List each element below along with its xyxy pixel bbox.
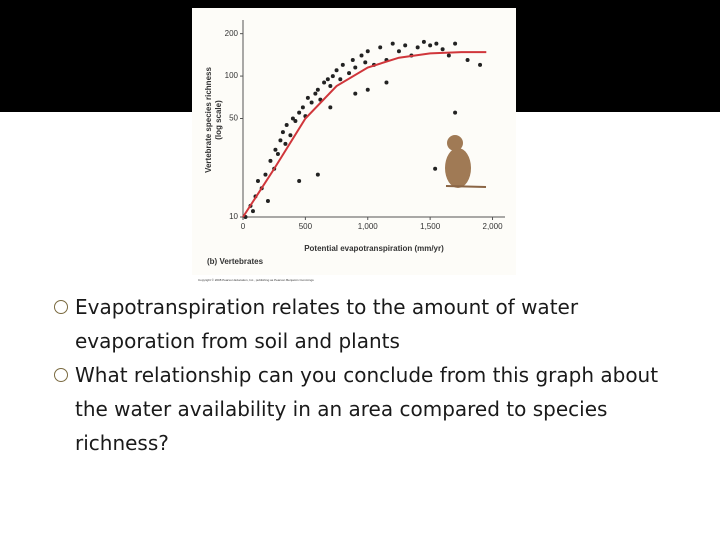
- point: [340, 62, 345, 67]
- x-tick-label: 2,000: [483, 222, 504, 231]
- y-tick-label: 100: [225, 71, 239, 80]
- point: [293, 118, 298, 123]
- animal-illustration: [445, 135, 487, 188]
- point: [322, 80, 327, 85]
- point: [280, 130, 285, 135]
- point: [446, 53, 451, 58]
- copyright: Copyright © 2008 Pearson Education, Inc.…: [198, 278, 314, 282]
- point: [334, 68, 339, 73]
- bullet-list: Evapotranspiration relates to the amount…: [50, 290, 660, 460]
- point: [297, 179, 302, 184]
- point: [325, 77, 330, 82]
- x-axis-label: Potential evapotranspiration (mm/yr): [304, 244, 444, 253]
- point: [315, 87, 320, 92]
- figure: Vertebrate species richness (log scale) …: [192, 8, 516, 282]
- x-tick-label: 0: [241, 222, 246, 231]
- point: [365, 49, 370, 54]
- y-tick-label: 50: [229, 114, 238, 123]
- point: [268, 158, 273, 163]
- y-tick-label: 200: [225, 29, 239, 38]
- point: [421, 39, 426, 44]
- point: [390, 41, 395, 46]
- point: [359, 53, 364, 58]
- point: [478, 62, 483, 67]
- x-tick-label: 1,000: [358, 222, 379, 231]
- point: [300, 105, 305, 110]
- point: [273, 147, 278, 152]
- point: [347, 71, 352, 76]
- point: [353, 91, 358, 96]
- point: [284, 122, 289, 127]
- trend-curve: [242, 51, 487, 218]
- point: [453, 110, 458, 115]
- bullet: Evapotranspiration relates to the amount…: [50, 290, 660, 358]
- point: [278, 138, 283, 143]
- point: [433, 166, 438, 171]
- point: [378, 45, 383, 50]
- point: [275, 151, 280, 156]
- point: [396, 49, 401, 54]
- x-tick-label: 500: [299, 222, 313, 231]
- point: [313, 91, 318, 96]
- point: [415, 45, 420, 50]
- point: [453, 41, 458, 46]
- point: [353, 65, 358, 70]
- point: [350, 58, 355, 63]
- point: [328, 84, 333, 89]
- point: [434, 41, 439, 46]
- point: [297, 110, 302, 115]
- point: [465, 58, 470, 63]
- point: [384, 80, 389, 85]
- point: [255, 179, 260, 184]
- x-tick-label: 1,500: [420, 222, 441, 231]
- point: [263, 172, 268, 177]
- point: [250, 209, 255, 214]
- point: [309, 100, 314, 105]
- y-axis-label: (log scale): [214, 100, 223, 140]
- point: [283, 141, 288, 146]
- point: [338, 77, 343, 82]
- y-axis-label: Vertebrate species richness: [204, 67, 213, 173]
- point: [403, 43, 408, 48]
- point: [288, 133, 293, 138]
- point: [365, 87, 370, 92]
- point: [440, 47, 445, 52]
- y-tick-label: 10: [229, 212, 238, 221]
- point: [328, 105, 333, 110]
- point: [315, 172, 320, 177]
- caption: (b) Vertebrates: [207, 257, 264, 266]
- bullet: What relationship can you conclude from …: [50, 358, 660, 460]
- figure-background: [192, 8, 516, 275]
- point: [305, 95, 310, 100]
- point: [330, 74, 335, 79]
- point: [290, 116, 295, 121]
- point: [363, 60, 368, 65]
- point: [265, 198, 270, 203]
- point: [428, 43, 433, 48]
